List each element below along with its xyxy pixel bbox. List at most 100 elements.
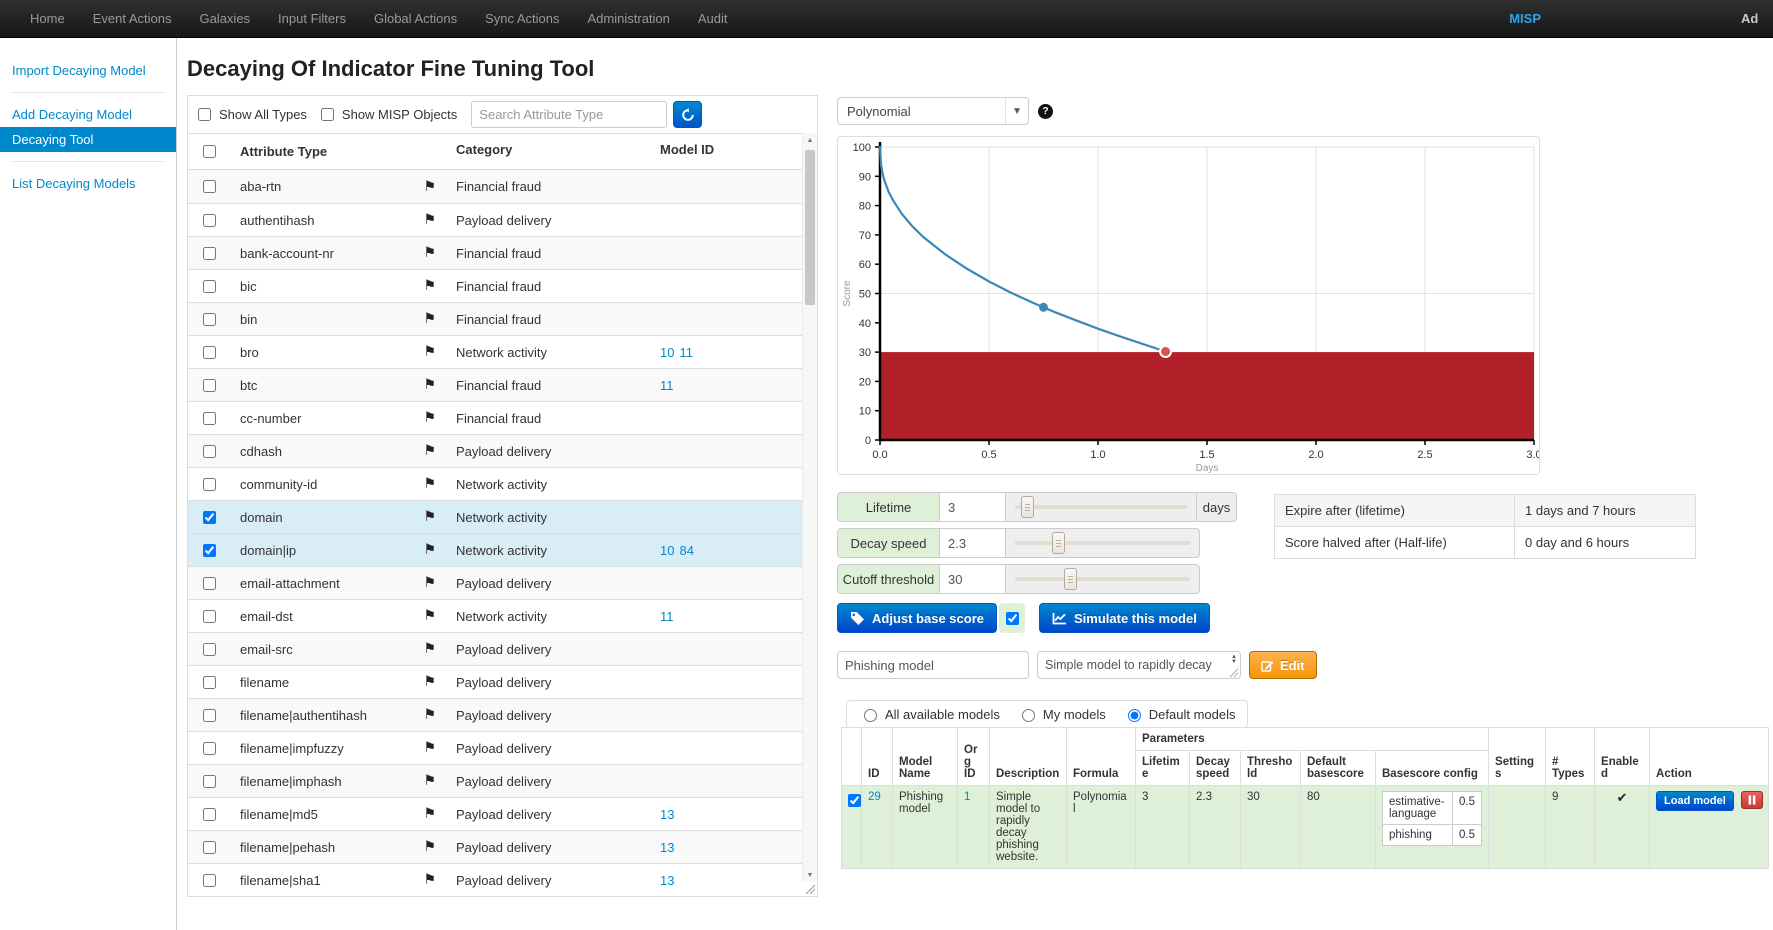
lifetime-input[interactable]: [940, 493, 1006, 521]
model-id-link[interactable]: 13: [660, 839, 675, 855]
adjust-base-score-button[interactable]: Adjust base score: [837, 603, 997, 633]
model-id-link[interactable]: 11: [679, 344, 693, 360]
model-filter-default-models[interactable]: Default models: [1123, 706, 1235, 722]
flag-icon[interactable]: ⚑: [423, 311, 436, 327]
flag-icon[interactable]: ⚑: [423, 608, 436, 624]
navbar-item-home[interactable]: Home: [30, 11, 65, 26]
sidebar-item-list-decaying-models[interactable]: List Decaying Models: [12, 176, 136, 191]
radio-input[interactable]: [1021, 709, 1035, 722]
row-checkbox[interactable]: [203, 510, 216, 524]
table-row[interactable]: authentihash ⚑ Payload delivery: [188, 203, 802, 236]
row-checkbox[interactable]: [203, 642, 216, 656]
row-checkbox[interactable]: [203, 807, 216, 821]
search-attribute-input[interactable]: [471, 101, 668, 128]
simulate-model-button[interactable]: Simulate this model: [1039, 603, 1210, 633]
show-all-types-toggle[interactable]: Show All Types: [194, 105, 307, 124]
decay-chart[interactable]: 0 10 20 30 40 50 60 70 80 90 100 0.0 0.5 1.0 1.5 2.0 2.5…: [838, 137, 1542, 474]
model-filter-all-available-models[interactable]: All available models: [859, 706, 1000, 722]
org-id-link[interactable]: 1: [964, 791, 971, 803]
scrollbar-thumb[interactable]: [805, 150, 815, 305]
scroll-up-arrow-icon[interactable]: ▲: [806, 136, 814, 144]
flag-icon[interactable]: ⚑: [423, 178, 436, 195]
navbar-item-galaxies[interactable]: Galaxies: [199, 11, 251, 26]
lifetime-slider-handle[interactable]: [1021, 496, 1035, 518]
flag-icon[interactable]: ⚑: [423, 476, 436, 492]
radio-input[interactable]: [1127, 709, 1141, 722]
row-checkbox[interactable]: [203, 774, 216, 788]
table-row[interactable]: bic ⚑ Financial fraud: [188, 269, 802, 302]
spinner-arrows-icon[interactable]: ▲ ▼: [1231, 654, 1237, 665]
show-misp-objects-toggle[interactable]: Show MISP Objects: [317, 105, 457, 124]
model-id-link[interactable]: 29: [868, 791, 881, 803]
table-row[interactable]: domain|ip ⚑ Network activity 10 84: [188, 533, 802, 566]
navbar-right-clipped-item[interactable]: Ad: [1741, 11, 1759, 26]
lifetime-slider-track[interactable]: [1006, 493, 1196, 521]
cutoff-threshold-slider-handle[interactable]: [1063, 568, 1077, 590]
flag-icon[interactable]: ⚑: [423, 707, 436, 723]
table-row[interactable]: domain ⚑ Network activity: [188, 500, 802, 533]
flag-icon[interactable]: ⚑: [423, 410, 436, 426]
row-checkbox[interactable]: [203, 411, 216, 425]
flag-icon[interactable]: ⚑: [423, 872, 436, 888]
row-checkbox[interactable]: [203, 576, 216, 590]
flag-icon[interactable]: ⚑: [423, 773, 436, 789]
row-checkbox[interactable]: [203, 675, 216, 689]
decay-speed-slider-handle[interactable]: [1052, 532, 1066, 554]
row-checkbox[interactable]: [203, 543, 216, 557]
flag-icon[interactable]: ⚑: [423, 377, 436, 393]
row-checkbox[interactable]: [203, 840, 216, 854]
navbar-item-audit[interactable]: Audit: [697, 11, 728, 26]
current-score-marker[interactable]: [1039, 302, 1048, 312]
resize-grip-icon[interactable]: [803, 883, 816, 895]
sidebar-item-decaying-tool[interactable]: Decaying Tool: [0, 127, 176, 152]
flag-icon[interactable]: ⚑: [423, 542, 436, 558]
navbar-item-administration[interactable]: Administration: [587, 11, 670, 26]
row-checkbox[interactable]: [203, 345, 216, 359]
decay-speed-slider-track[interactable]: [1006, 529, 1199, 557]
cutoff-threshold-slider-track[interactable]: [1006, 565, 1199, 593]
table-row[interactable]: filename ⚑ Payload delivery: [188, 665, 802, 698]
model-id-link[interactable]: 10: [660, 344, 675, 360]
row-checkbox[interactable]: [203, 444, 216, 458]
flag-icon[interactable]: ⚑: [423, 443, 436, 459]
flag-icon[interactable]: ⚑: [423, 839, 436, 855]
table-row[interactable]: email-dst ⚑ Network activity 11: [188, 599, 802, 632]
load-model-button[interactable]: Load model: [1656, 791, 1734, 811]
navbar-item-event-actions[interactable]: Event Actions: [92, 11, 172, 26]
table-row[interactable]: cdhash ⚑ Payload delivery: [188, 434, 802, 467]
flag-icon[interactable]: ⚑: [423, 212, 436, 228]
radio-input[interactable]: [864, 709, 877, 722]
model-id-link[interactable]: 13: [660, 872, 675, 888]
cutoff-point-marker[interactable]: [1159, 345, 1173, 359]
model-id-link[interactable]: 10: [660, 542, 675, 558]
row-checkbox[interactable]: [203, 873, 216, 887]
select-all-checkbox[interactable]: [203, 145, 216, 158]
model-description-textarea[interactable]: Simple model to rapidly decay ▲ ▼: [1037, 651, 1241, 679]
table-row[interactable]: filename|impfuzzy ⚑ Payload delivery: [188, 731, 802, 764]
flag-icon[interactable]: ⚑: [423, 278, 436, 294]
table-row[interactable]: filename|pehash ⚑ Payload delivery 13: [188, 830, 802, 863]
row-checkbox[interactable]: [203, 246, 216, 260]
flag-icon[interactable]: ⚑: [423, 245, 436, 261]
table-row[interactable]: bank-account-nr ⚑ Financial fraud: [188, 236, 802, 269]
decay-speed-input[interactable]: [940, 529, 1006, 557]
flag-icon[interactable]: ⚑: [423, 674, 436, 690]
table-row[interactable]: filename|sha1 ⚑ Payload delivery 13: [188, 863, 802, 896]
row-checkbox[interactable]: [203, 741, 216, 755]
table-row[interactable]: bin ⚑ Financial fraud: [188, 302, 802, 335]
row-checkbox[interactable]: [203, 213, 216, 227]
flag-icon[interactable]: ⚑: [423, 575, 436, 591]
help-question-icon[interactable]: ?: [1038, 103, 1053, 119]
flag-icon[interactable]: ⚑: [423, 344, 436, 360]
table-row[interactable]: filename|authentihash ⚑ Payload delivery: [188, 698, 802, 731]
table-row[interactable]: email-src ⚑ Payload delivery: [188, 632, 802, 665]
cutoff-threshold-input[interactable]: [940, 565, 1006, 593]
table-row[interactable]: cc-number ⚑ Financial fraud: [188, 401, 802, 434]
navbar-item-global-actions[interactable]: Global Actions: [373, 11, 458, 26]
model-id-link[interactable]: 11: [660, 608, 674, 624]
flag-icon[interactable]: ⚑: [423, 806, 436, 822]
navbar-item-input-filters[interactable]: Input Filters: [278, 11, 346, 26]
table-row[interactable]: community-id ⚑ Network activity: [188, 467, 802, 500]
row-checkbox[interactable]: [203, 609, 216, 623]
table-row[interactable]: bro ⚑ Network activity 10 11: [188, 335, 802, 368]
